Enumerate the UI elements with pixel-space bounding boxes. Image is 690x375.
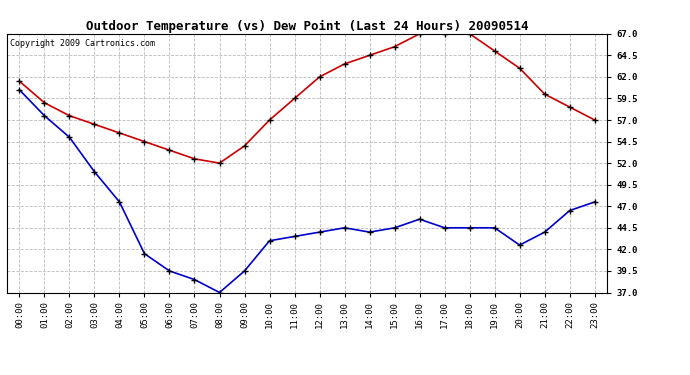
Text: Copyright 2009 Cartronics.com: Copyright 2009 Cartronics.com [10, 39, 155, 48]
Title: Outdoor Temperature (vs) Dew Point (Last 24 Hours) 20090514: Outdoor Temperature (vs) Dew Point (Last… [86, 20, 529, 33]
